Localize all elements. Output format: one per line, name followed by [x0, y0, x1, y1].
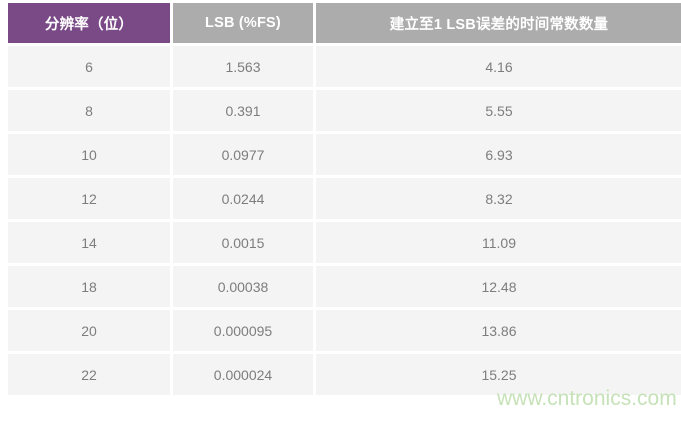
table-container: 分辨率（位） LSB (%FS) 建立至1 LSB误差的时间常数数量 6 1.5…	[8, 3, 681, 415]
cell-lsb: 0.000095	[173, 310, 313, 351]
cell-time-constants: 12.48	[316, 266, 681, 307]
table-row: 12 0.0244 8.32	[8, 178, 681, 219]
cell-time-constants: 13.86	[316, 310, 681, 351]
column-header-lsb: LSB (%FS)	[173, 3, 313, 43]
table-row: 6 1.563 4.16	[8, 46, 681, 87]
cell-time-constants: 5.55	[316, 90, 681, 131]
cell-resolution: 22	[8, 354, 170, 395]
cell-lsb: 0.0977	[173, 134, 313, 175]
cell-resolution: 8	[8, 90, 170, 131]
table-row: 18 0.00038 12.48	[8, 266, 681, 307]
cell-time-constants: 8.32	[316, 178, 681, 219]
column-header-time-constants: 建立至1 LSB误差的时间常数数量	[316, 3, 681, 43]
cell-resolution: 14	[8, 222, 170, 263]
cell-lsb: 1.563	[173, 46, 313, 87]
cell-time-constants: 4.16	[316, 46, 681, 87]
table-row: 8 0.391 5.55	[8, 90, 681, 131]
cell-lsb: 0.0015	[173, 222, 313, 263]
cell-lsb: 0.000024	[173, 354, 313, 395]
cell-resolution: 10	[8, 134, 170, 175]
cell-lsb: 0.0244	[173, 178, 313, 219]
table-row: 10 0.0977 6.93	[8, 134, 681, 175]
column-header-resolution: 分辨率（位）	[8, 3, 170, 43]
cell-time-constants: 6.93	[316, 134, 681, 175]
cell-lsb: 0.00038	[173, 266, 313, 307]
cell-resolution: 12	[8, 178, 170, 219]
table-header: 分辨率（位） LSB (%FS) 建立至1 LSB误差的时间常数数量	[8, 3, 681, 43]
table-row: 20 0.000095 13.86	[8, 310, 681, 351]
table-body: 6 1.563 4.16 8 0.391 5.55 10 0.0977 6.93…	[8, 46, 681, 395]
cell-lsb: 0.391	[173, 90, 313, 131]
cell-time-constants: 15.25	[316, 354, 681, 395]
cell-resolution: 18	[8, 266, 170, 307]
cell-time-constants: 11.09	[316, 222, 681, 263]
table-header-row: 分辨率（位） LSB (%FS) 建立至1 LSB误差的时间常数数量	[8, 3, 681, 43]
table-row: 22 0.000024 15.25	[8, 354, 681, 395]
cell-resolution: 20	[8, 310, 170, 351]
table-row: 14 0.0015 11.09	[8, 222, 681, 263]
cell-resolution: 6	[8, 46, 170, 87]
resolution-lsb-table: 分辨率（位） LSB (%FS) 建立至1 LSB误差的时间常数数量 6 1.5…	[5, 0, 681, 398]
